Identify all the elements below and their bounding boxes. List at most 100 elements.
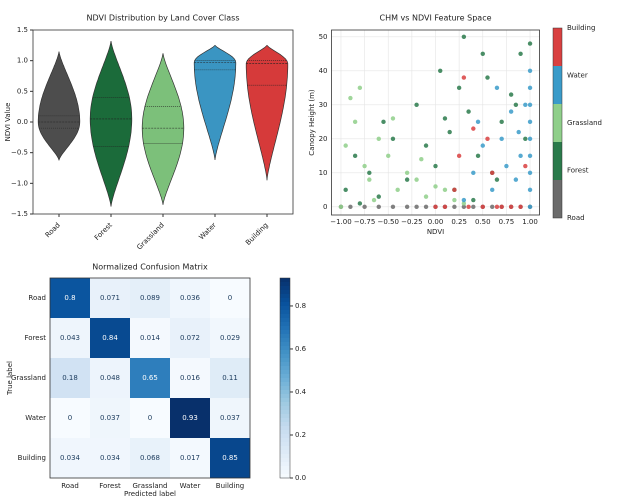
colorbar-step (280, 430, 290, 435)
colorbar-step (280, 402, 290, 407)
scatter-point (508, 204, 514, 210)
x-tick-label: Grassland (133, 482, 168, 490)
y-tick-label: 0.5 (17, 87, 28, 95)
colorbar-step (280, 290, 290, 295)
heatmap-cell (130, 278, 170, 318)
scatter-point (386, 153, 391, 159)
scatter-point (343, 143, 348, 148)
scatter-point (471, 126, 476, 131)
colorbar-step (280, 302, 290, 307)
heatmap-cell (210, 318, 250, 358)
scatter-point (404, 177, 410, 182)
scatter-point (480, 204, 485, 210)
colorbar-step (280, 294, 290, 299)
cell-value: 0.034 (60, 454, 81, 462)
cell-value: 0 (228, 294, 232, 302)
scatter-point (348, 95, 353, 101)
violin-body (141, 53, 185, 205)
heatmap-cell (210, 438, 250, 478)
cell-value: 0.014 (140, 334, 161, 342)
scatter-point (518, 204, 523, 210)
axes-frame (331, 29, 540, 216)
colorbar-step (280, 410, 290, 415)
legend-label: Road (567, 214, 585, 222)
heatmap-cell (130, 358, 170, 398)
scatter-point (461, 201, 467, 206)
y-axis-label: NDVI Value (4, 103, 12, 142)
scatter-point (518, 51, 523, 57)
scatter-point (527, 170, 533, 176)
colorbar-step (280, 318, 290, 323)
scatter-point (371, 197, 377, 203)
colorbar-segment (553, 180, 562, 218)
scatter-point (343, 187, 348, 193)
scatter-point (447, 129, 452, 135)
heatmap-cell (170, 318, 210, 358)
cell-value: 0.017 (180, 454, 200, 462)
scatter-point (442, 187, 448, 193)
scatter-point (527, 68, 533, 74)
cell-value: 0.043 (60, 334, 80, 342)
colorbar-step (280, 474, 290, 479)
heatmap-cell (90, 438, 130, 478)
y-tick-label: 20 (319, 135, 328, 143)
scatter-point (390, 136, 396, 142)
scatter-point (381, 119, 386, 125)
x-tick-label: 1.00 (522, 218, 538, 226)
heatmap-cell (170, 278, 210, 318)
x-tick-label: Grassland (135, 221, 165, 251)
x-axis-label: NDVI (427, 228, 444, 236)
scatter-point (466, 109, 471, 114)
cell-value: 0.93 (182, 414, 198, 422)
colorbar-tick-label: 0.0 (295, 474, 306, 482)
heatmap-cell (90, 398, 130, 438)
scatter-point (527, 119, 533, 125)
colorbar-step (280, 458, 290, 463)
chart-title: CHM vs NDVI Feature Space (379, 14, 491, 23)
scatter-point (518, 153, 523, 159)
scatter-point (456, 85, 462, 91)
colorbar-step (280, 378, 290, 383)
colorbar-step (280, 366, 290, 371)
scatter-point (490, 187, 495, 193)
scatter-point (461, 204, 467, 210)
scatter-point (442, 116, 448, 121)
colorbar-step (280, 382, 290, 387)
y-tick-label: 0.0 (17, 118, 28, 126)
scatter-point (433, 163, 438, 169)
cell-value: 0.072 (180, 334, 200, 342)
x-tick-label: −1.00 (330, 218, 351, 226)
cell-value: 0.84 (102, 334, 118, 342)
colorbar-step (280, 306, 290, 311)
y-tick-label: −0.5 (11, 149, 28, 157)
scatter-point (513, 102, 519, 108)
colorbar-tick-label: 0.2 (295, 431, 306, 439)
y-tick-label: −1.0 (11, 179, 28, 187)
colorbar-tick-label: 0.6 (295, 345, 307, 353)
scatter-point (338, 204, 344, 210)
scatter-point (452, 204, 457, 210)
scatter-point (367, 170, 372, 176)
cell-value: 0.18 (62, 374, 78, 382)
colorbar-step (280, 362, 290, 367)
colorbar-step (280, 390, 290, 395)
scatter-point (404, 170, 410, 176)
scatter-point (357, 201, 363, 206)
heatmap-cell (50, 398, 90, 438)
scatter-point (527, 85, 533, 91)
scatter-point (433, 184, 438, 189)
heatmap-cell (50, 318, 90, 358)
x-tick-label: −0.50 (378, 218, 399, 226)
colorbar-step (280, 350, 290, 355)
colorbar-step (280, 310, 290, 315)
scatter-point (423, 143, 429, 148)
scatter-point (499, 119, 504, 125)
scatter-point (527, 187, 533, 193)
scatter-point (395, 187, 400, 193)
cell-value: 0.029 (220, 334, 240, 342)
scatter-point (490, 204, 495, 210)
scatter-point (419, 157, 424, 162)
heatmap-cell (90, 318, 130, 358)
colorbar-segment (553, 66, 562, 104)
scatter-point (527, 136, 533, 142)
